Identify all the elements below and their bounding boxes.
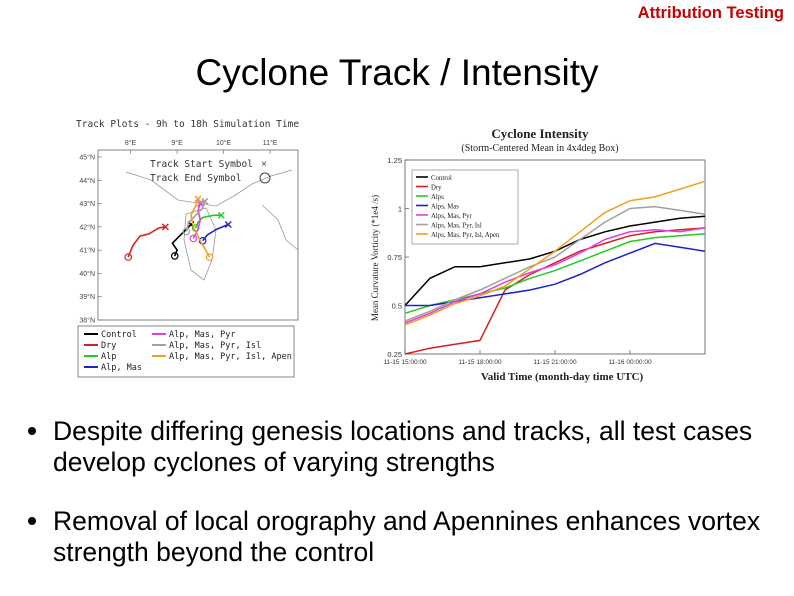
- legend-label: Alps: [431, 194, 444, 201]
- track-end-symbol-icon: [259, 172, 271, 184]
- lat-tick-label: 42°N: [79, 223, 95, 231]
- legend-label: Alps, Mas, Pyr: [431, 213, 473, 220]
- y-tick-label: 1.25: [387, 156, 402, 165]
- bullet-item: Removal of local orography and Apennines…: [28, 506, 788, 568]
- lat-tick-label: 45°N: [79, 153, 95, 161]
- track-start-marker: [194, 195, 202, 203]
- lat-tick-label: 40°N: [79, 270, 95, 278]
- bullet-list: Despite differing genesis locations and …: [28, 416, 788, 596]
- x-tick-label: 11-15 21:00:00: [533, 359, 577, 366]
- y-tick-label: 0.25: [387, 350, 402, 359]
- lat-tick-label: 43°N: [79, 200, 95, 208]
- bullet-text: Removal of local orography and Apennines…: [53, 506, 761, 567]
- bullet-text: Despite differing genesis locations and …: [53, 416, 753, 477]
- series-line: [404, 205, 706, 322]
- lon-tick-label: 10°E: [216, 139, 232, 147]
- series-line: [405, 242, 706, 307]
- intensity-y-axis-label: Mean Curvature Vorticity (*1e4 /s): [370, 195, 380, 321]
- track-start-marker: [161, 223, 169, 231]
- legend-label: Dry: [431, 185, 442, 192]
- track-plot-title: Track Plots - 9h to 18h Simulation Time: [76, 119, 299, 130]
- track-end-symbol-label: Track End Symbol: [150, 173, 242, 184]
- track-line: [127, 226, 166, 258]
- lat-tick-label: 41°N: [79, 247, 95, 255]
- track-start-marker: [217, 211, 225, 219]
- lon-tick-label: 11°E: [263, 139, 278, 147]
- legend-label: Alps, Mas: [431, 204, 459, 211]
- bullet-dot: [28, 517, 36, 525]
- legend-label: Alp: [101, 352, 116, 362]
- lon-tick-label: 9°E: [171, 139, 183, 147]
- track-line: [194, 214, 222, 229]
- legend-label: Control: [431, 175, 452, 182]
- y-tick-label: 1: [398, 205, 402, 214]
- intensity-chart-figure: Cyclone Intensity (Storm-Centered Mean i…: [370, 126, 706, 383]
- lat-tick-label: 44°N: [79, 177, 95, 185]
- series-line: [404, 227, 706, 324]
- track-start-marker: [201, 197, 209, 205]
- intensity-chart-subtitle: (Storm-Centered Mean in 4x4deg Box): [461, 143, 618, 154]
- section-label: Attribution Testing: [637, 4, 784, 22]
- track-map-frame: [97, 149, 299, 321]
- legend-label: Alp, Mas, Pyr, Isl, Apen: [169, 352, 292, 362]
- lat-tick-label: 38°N: [79, 317, 95, 325]
- track-plot-figure: Track Plots - 9h to 18h Simulation Time …: [76, 119, 299, 378]
- intensity-chart-title: Cyclone Intensity: [491, 126, 589, 141]
- track-end-marker: [170, 252, 179, 260]
- bullet-dot: [28, 427, 36, 435]
- track-end-marker: [189, 234, 198, 243]
- track-end-marker: [124, 253, 133, 261]
- track-start-symbol-icon: ×: [261, 159, 267, 170]
- peninsula-outline: [261, 204, 299, 251]
- legend-label: Alp, Mas: [101, 363, 142, 373]
- lon-tick-label: 8°E: [125, 139, 137, 147]
- y-tick-label: 0.5: [392, 302, 402, 311]
- track-start-symbol-label: Track Start Symbol: [150, 159, 253, 170]
- legend-label: Alp, Mas, Pyr, Isl: [169, 341, 261, 351]
- legend-label: Alp, Mas, Pyr: [169, 330, 236, 340]
- legend-label: Alps, Mas, Pyr, Isl: [431, 223, 482, 230]
- track-end-marker: [205, 253, 214, 261]
- lat-tick-label: 39°N: [79, 293, 95, 301]
- x-tick-label: 11-15 15:00:00: [383, 359, 427, 366]
- slide-title: Cyclone Track / Intensity: [195, 52, 599, 93]
- track-end-marker: [182, 227, 191, 236]
- track-line: [190, 198, 211, 258]
- legend-label: Dry: [101, 341, 116, 351]
- track-line: [185, 200, 206, 232]
- bullet-item: Despite differing genesis locations and …: [28, 416, 788, 478]
- island-outline: [183, 207, 217, 281]
- legend-label: Control: [101, 330, 137, 340]
- y-tick-label: 0.75: [387, 253, 402, 262]
- x-tick-label: 11-15 18:00:00: [458, 359, 502, 366]
- intensity-legend-box: [411, 169, 519, 245]
- track-legend-box: [77, 325, 295, 378]
- track-start-marker: [196, 200, 204, 208]
- track-start-marker: [224, 221, 232, 229]
- series-line: [404, 180, 706, 326]
- series-line: [404, 227, 706, 355]
- x-tick-label: 11-16 00:00:00: [608, 359, 652, 366]
- intensity-x-axis-label: Valid Time (month-day time UTC): [481, 371, 644, 383]
- coastline: [125, 169, 293, 207]
- legend-label: Alps, Mas, Pyr, Isl, Apen: [431, 232, 500, 239]
